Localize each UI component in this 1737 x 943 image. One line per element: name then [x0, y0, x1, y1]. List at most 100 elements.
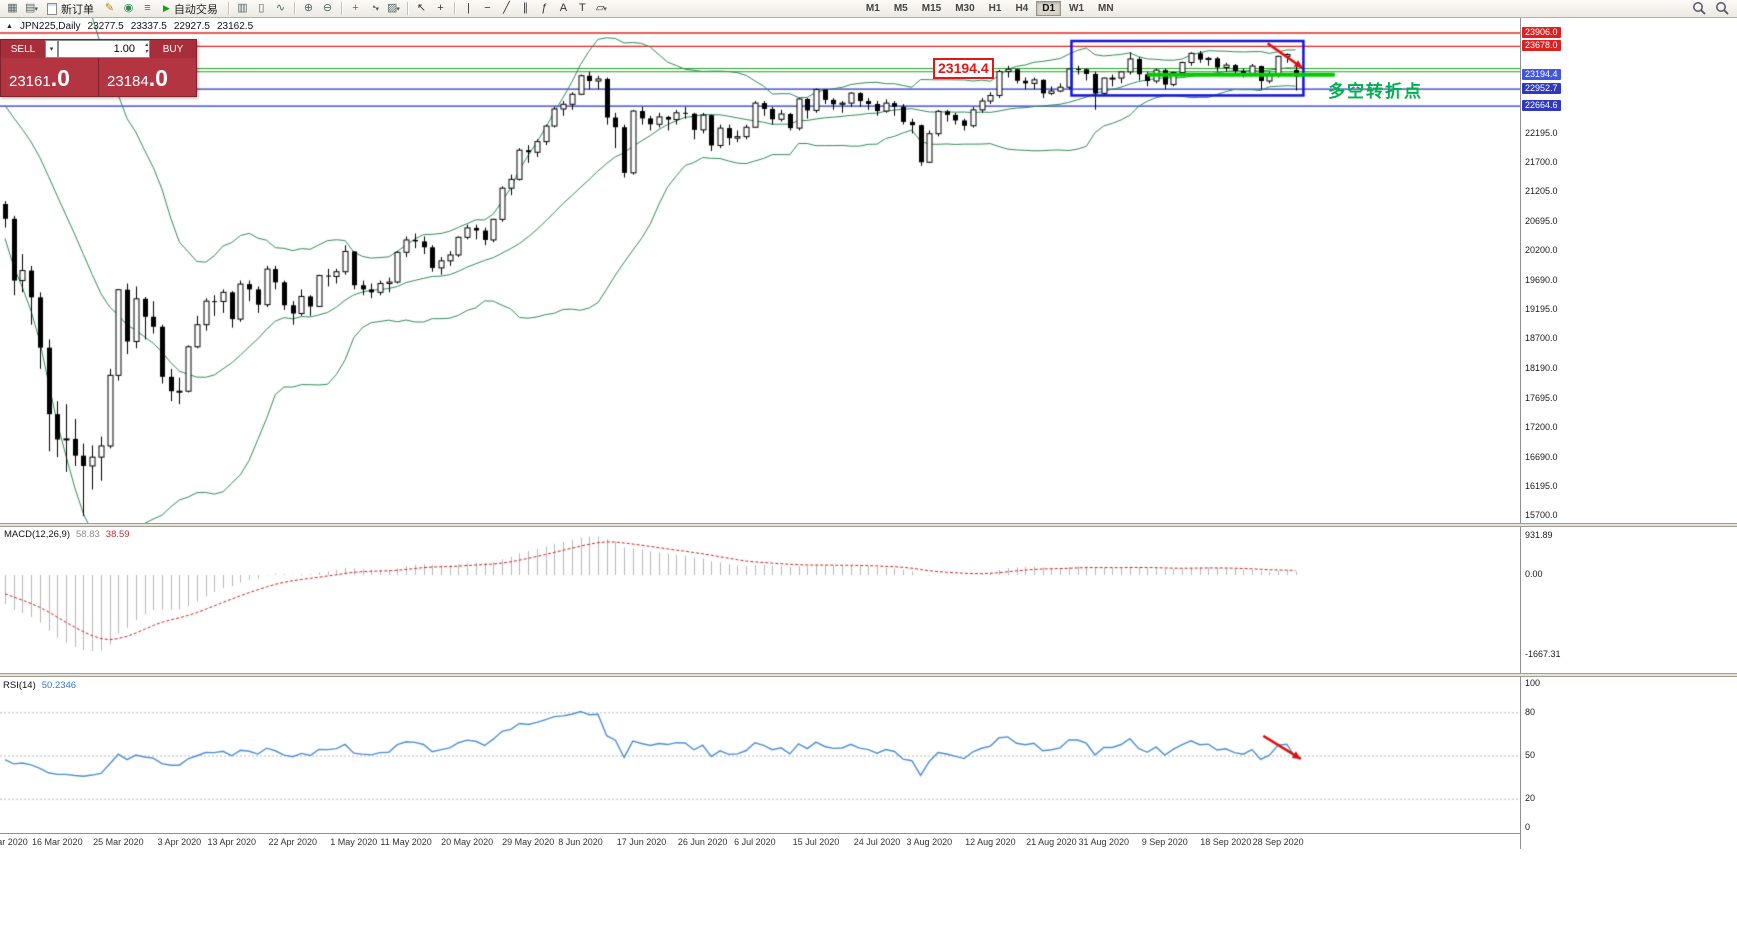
community-icon[interactable]: ◉: [123, 2, 134, 14]
label-icon[interactable]: T: [579, 2, 586, 14]
new-order-button[interactable]: 新订单: [41, 1, 100, 17]
date-label: 11 May 2020: [380, 837, 432, 847]
date-label: 6 Mar 2020: [0, 837, 28, 847]
indicators-icon[interactable]: +: [352, 2, 359, 14]
rsi-scale-label: 50: [1525, 750, 1536, 760]
toolbar-separator: [453, 2, 455, 15]
text-icon[interactable]: A: [559, 2, 568, 14]
timeframe-bar: M1 M5 M15 M30 H1 H4 D1 W1 MN: [859, 1, 1121, 16]
timeframe-m1[interactable]: M1: [865, 3, 880, 14]
metaeditor-icon[interactable]: ✎: [104, 2, 115, 14]
timeframe-m30[interactable]: M30: [955, 3, 975, 14]
date-label: 15 Jul 2020: [792, 837, 840, 847]
rsi-scale-label: 0: [1525, 822, 1531, 832]
date-label: 18 Sep 2020: [1200, 837, 1252, 847]
date-label: 31 Aug 2020: [1078, 837, 1129, 847]
price-scale-label: 20695.0: [1525, 215, 1558, 226]
date-label: 9 Sep 2020: [1141, 837, 1188, 847]
price-scale-label: 21700.0: [1525, 156, 1558, 167]
price-line-label: 23194.4: [1522, 68, 1561, 80]
price-scale-label: 17695.0: [1525, 392, 1558, 403]
crosshair-icon[interactable]: +: [437, 2, 444, 14]
profiles-icon[interactable]: ▤▾: [25, 2, 38, 14]
fibonacci-icon[interactable]: ƒ: [541, 2, 548, 14]
templates-icon[interactable]: ▨▾: [386, 2, 400, 14]
periods-icon[interactable]: ◔▾: [369, 2, 379, 14]
new-chart-icon[interactable]: ▦: [7, 2, 18, 14]
zoom-out-icon[interactable]: ⊖: [322, 2, 333, 14]
date-label: 16 Mar 2020: [32, 837, 83, 847]
buy-button[interactable]: BUY: [150, 40, 196, 58]
date-label: 21 Aug 2020: [1026, 837, 1077, 847]
timeframe-w1[interactable]: W1: [1069, 3, 1085, 14]
date-label: 17 Jun 2020: [616, 837, 667, 847]
one-click-trade-panel: SELL ▾ 1.00 ▴ ▾ BUY 23161.0 23184.0: [0, 39, 197, 97]
date-label: 28 Sep 2020: [1252, 837, 1304, 847]
vertical-line-icon[interactable]: |: [466, 2, 470, 14]
channel-icon[interactable]: ∥: [522, 2, 529, 14]
shapes-icon[interactable]: ▱▾: [595, 2, 607, 14]
rsi-scale-label: 20: [1525, 793, 1536, 804]
timeframe-m15[interactable]: M15: [921, 3, 942, 14]
zoom-in-icon[interactable]: ⊕: [303, 2, 314, 14]
autotrading-button[interactable]: ▶ 自动交易: [157, 1, 224, 17]
date-label: 20 May 2020: [441, 837, 494, 847]
divider: [98, 58, 99, 96]
price-line-label: 22952.7: [1522, 83, 1561, 95]
date-label: 1 May 2020: [330, 837, 378, 847]
date-label: 22 Apr 2020: [268, 837, 318, 847]
bar-chart-icon[interactable]: ▥: [237, 2, 248, 14]
line-chart-icon[interactable]: ∿: [275, 2, 286, 14]
toolbar-separator: [340, 2, 342, 15]
price-scale-label: 20200.0: [1525, 245, 1558, 256]
turning-point-label: 多空转折点: [1328, 82, 1423, 101]
cursor-icon[interactable]: ↖: [416, 2, 427, 14]
price-scale-label: 19195.0: [1525, 304, 1558, 315]
panel-splitter[interactable]: [0, 673, 1737, 677]
date-label: 24 Jul 2020: [853, 837, 901, 847]
chevron-down-icon: ▾: [396, 6, 400, 13]
date-label: 29 May 2020: [502, 837, 555, 847]
price-scale-label: 18190.0: [1525, 363, 1558, 374]
date-label: 8 Jun 2020: [558, 837, 603, 847]
toolbar: ▦ ▤▾ 新订单 ✎ ◉ ≡ ▶ 自动交易 ▥ ▯ ∿ ⊕ ⊖ + ◔▾ ▨▾ ↖ + | − ╱ ∥ ƒ A T ▱▾ M1 M5 M…: [0, 0, 1737, 18]
date-label: 12 Aug 2020: [965, 837, 1016, 847]
trendline-icon[interactable]: ╱: [503, 2, 510, 14]
volume-dropdown-icon[interactable]: ▾: [45, 40, 58, 58]
timeframe-m5[interactable]: M5: [893, 3, 908, 14]
price-scale-label: 16195.0: [1525, 480, 1558, 491]
rsi-label: RSI(14) 50.2346: [3, 680, 77, 691]
toolbar-separator: [227, 2, 229, 15]
time-axis[interactable]: 6 Mar 2020 16 Mar 2020 25 Mar 2020 3 Apr 20…: [0, 833, 1520, 849]
sell-button[interactable]: SELL: [1, 40, 45, 58]
buy-price[interactable]: 23184.0: [107, 65, 168, 91]
panel-splitter[interactable]: [0, 523, 1737, 527]
sell-price[interactable]: 23161.0: [9, 65, 70, 91]
search-icon[interactable]: [1692, 1, 1707, 16]
date-label: 25 Mar 2020: [93, 837, 144, 847]
price-callout: 23194.4: [933, 58, 994, 79]
price-line-label: 22664.6: [1522, 100, 1561, 112]
toolbar-separator: [293, 2, 295, 15]
horizontal-line-icon[interactable]: −: [484, 2, 491, 14]
new-order-icon: [47, 2, 57, 15]
timeframe-mn[interactable]: MN: [1098, 3, 1114, 14]
macd-panel-canvas[interactable]: [0, 527, 1520, 673]
price-line-label: 23678.0: [1522, 40, 1561, 52]
rsi-panel-canvas[interactable]: [0, 677, 1520, 833]
options-icon[interactable]: ≡: [144, 2, 151, 14]
volume-spinner[interactable]: ▴ ▾: [144, 42, 148, 55]
volume-input[interactable]: 1.00 ▴ ▾: [58, 40, 150, 58]
date-label: 26 Jun 2020: [677, 837, 728, 847]
toolbar-separator: [406, 2, 408, 15]
timeframe-h1[interactable]: H1: [988, 3, 1002, 14]
main-chart-canvas[interactable]: [0, 18, 1520, 523]
global-search-icon[interactable]: [1715, 1, 1730, 16]
price-axis[interactable]: 23906.0 23678.0 23194.4 22952.7 22664.6 22195…: [1520, 18, 1737, 849]
timeframe-h4[interactable]: H4: [1015, 3, 1029, 14]
date-label: 3 Apr 2020: [157, 837, 202, 847]
timeframe-d1[interactable]: D1: [1036, 1, 1062, 16]
price-scale-label: 22195.0: [1525, 127, 1558, 138]
candlestick-icon[interactable]: ▯: [258, 2, 265, 14]
